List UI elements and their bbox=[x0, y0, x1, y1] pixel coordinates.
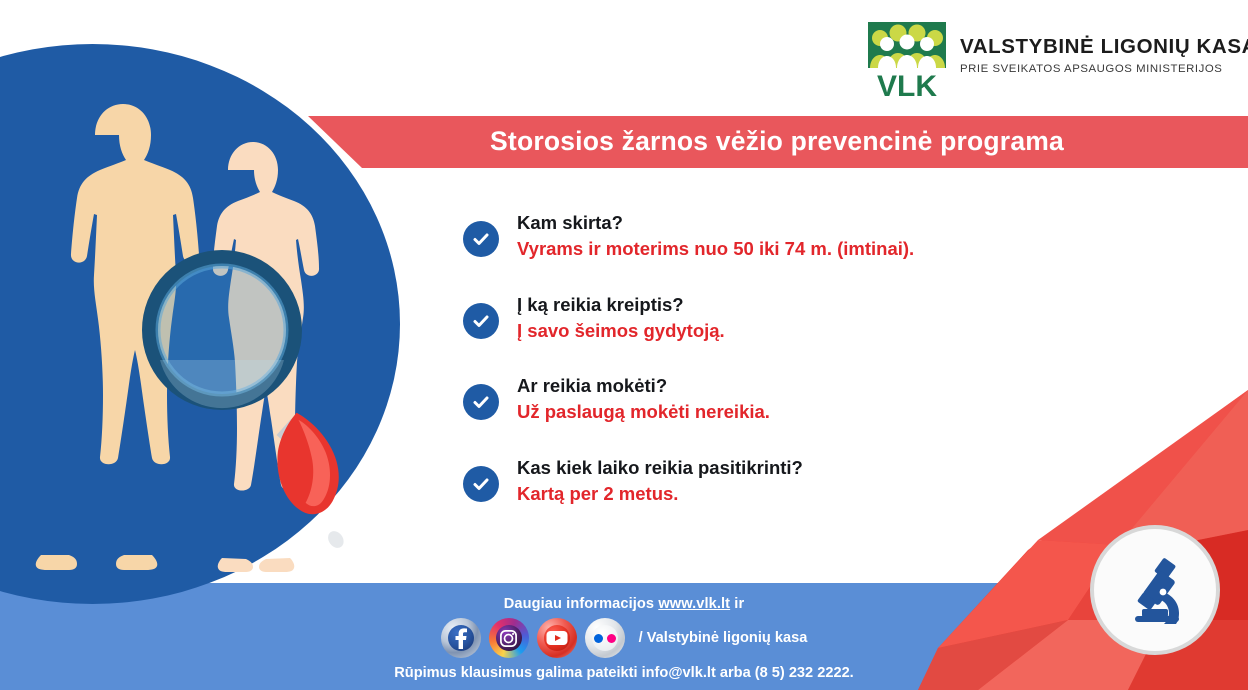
qa-answer: Už paslaugą mokėti nereikia. bbox=[517, 401, 770, 423]
qa-question: Kas kiek laiko reikia pasitikrinti? bbox=[517, 456, 803, 478]
qa-question: Ar reikia mokėti? bbox=[517, 375, 668, 397]
more-info-prefix: Daugiau informacijos bbox=[503, 596, 659, 612]
check-circle-icon bbox=[463, 384, 499, 421]
check-circle-icon bbox=[463, 302, 499, 339]
page-title: Storosios žarnos vėžio prevencinė progra… bbox=[490, 126, 1064, 156]
title-banner: Storosios žarnos vėžio prevencinė progra… bbox=[296, 112, 1248, 172]
website-link[interactable]: www.vlk.lt bbox=[658, 596, 731, 612]
qa-list: Kam skirta? Vyrams ir moterims nuo 50 ik… bbox=[463, 210, 1163, 536]
banner-shape bbox=[308, 116, 1248, 168]
vlk-wordmark: VLK bbox=[877, 70, 937, 98]
qa-question: Kam skirta? bbox=[517, 212, 623, 233]
microscope-badge bbox=[1090, 525, 1220, 655]
qa-answer: Kartą per 2 metus. bbox=[517, 482, 679, 504]
qa-answer: Vyrams ir moterims nuo 50 iki 74 m. (imt… bbox=[517, 238, 915, 260]
qa-item: Kas kiek laiko reikia pasitikrinti? Kart… bbox=[463, 455, 1163, 508]
qa-item: Į ką reikia kreiptis? Į savo šeimos gydy… bbox=[463, 292, 1163, 345]
more-info-line: Daugiau informacijos www.vlk.lt ir bbox=[0, 596, 1248, 612]
vlk-logo-icon: VLK bbox=[868, 22, 946, 98]
qa-answer: Į savo šeimos gydytoją. bbox=[517, 319, 725, 341]
logo-subtitle: PRIE SVEIKATOS APSAUGOS MINISTERIJOS bbox=[960, 62, 1223, 75]
logo-title: VALSTYBINĖ LIGONIŲ KASA bbox=[960, 35, 1248, 58]
footer: Daugiau informacijos www.vlk.lt ir bbox=[0, 583, 1248, 690]
qa-item: Ar reikia mokėti? Už paslaugą mokėti ner… bbox=[463, 373, 1163, 426]
flickr-icon[interactable] bbox=[584, 618, 625, 658]
check-circle-icon bbox=[463, 465, 499, 502]
qa-question: Į ką reikia kreiptis? bbox=[517, 293, 684, 315]
contact-line: Rūpimus klausimus galima pateikti info@v… bbox=[394, 665, 854, 681]
check-circle-icon bbox=[463, 221, 499, 257]
more-info-suffix: ir bbox=[730, 596, 745, 612]
qa-item: Kam skirta? Vyrams ir moterims nuo 50 ik… bbox=[463, 210, 1163, 263]
magnifying-glass bbox=[142, 250, 344, 548]
youtube-icon[interactable] bbox=[536, 618, 577, 658]
social-handle: / Valstybinė ligonių kasa bbox=[638, 630, 808, 646]
vlk-logo-block: VLK VALSTYBINĖ LIGONIŲ KASA PRIE SVEIKAT… bbox=[868, 22, 1248, 98]
microscope-icon bbox=[1135, 558, 1179, 624]
illustration-group bbox=[35, 104, 344, 572]
facebook-icon[interactable] bbox=[440, 618, 481, 658]
social-links-row: / Valstybinė ligonių kasa bbox=[0, 618, 1248, 658]
instagram-icon[interactable] bbox=[488, 618, 529, 658]
